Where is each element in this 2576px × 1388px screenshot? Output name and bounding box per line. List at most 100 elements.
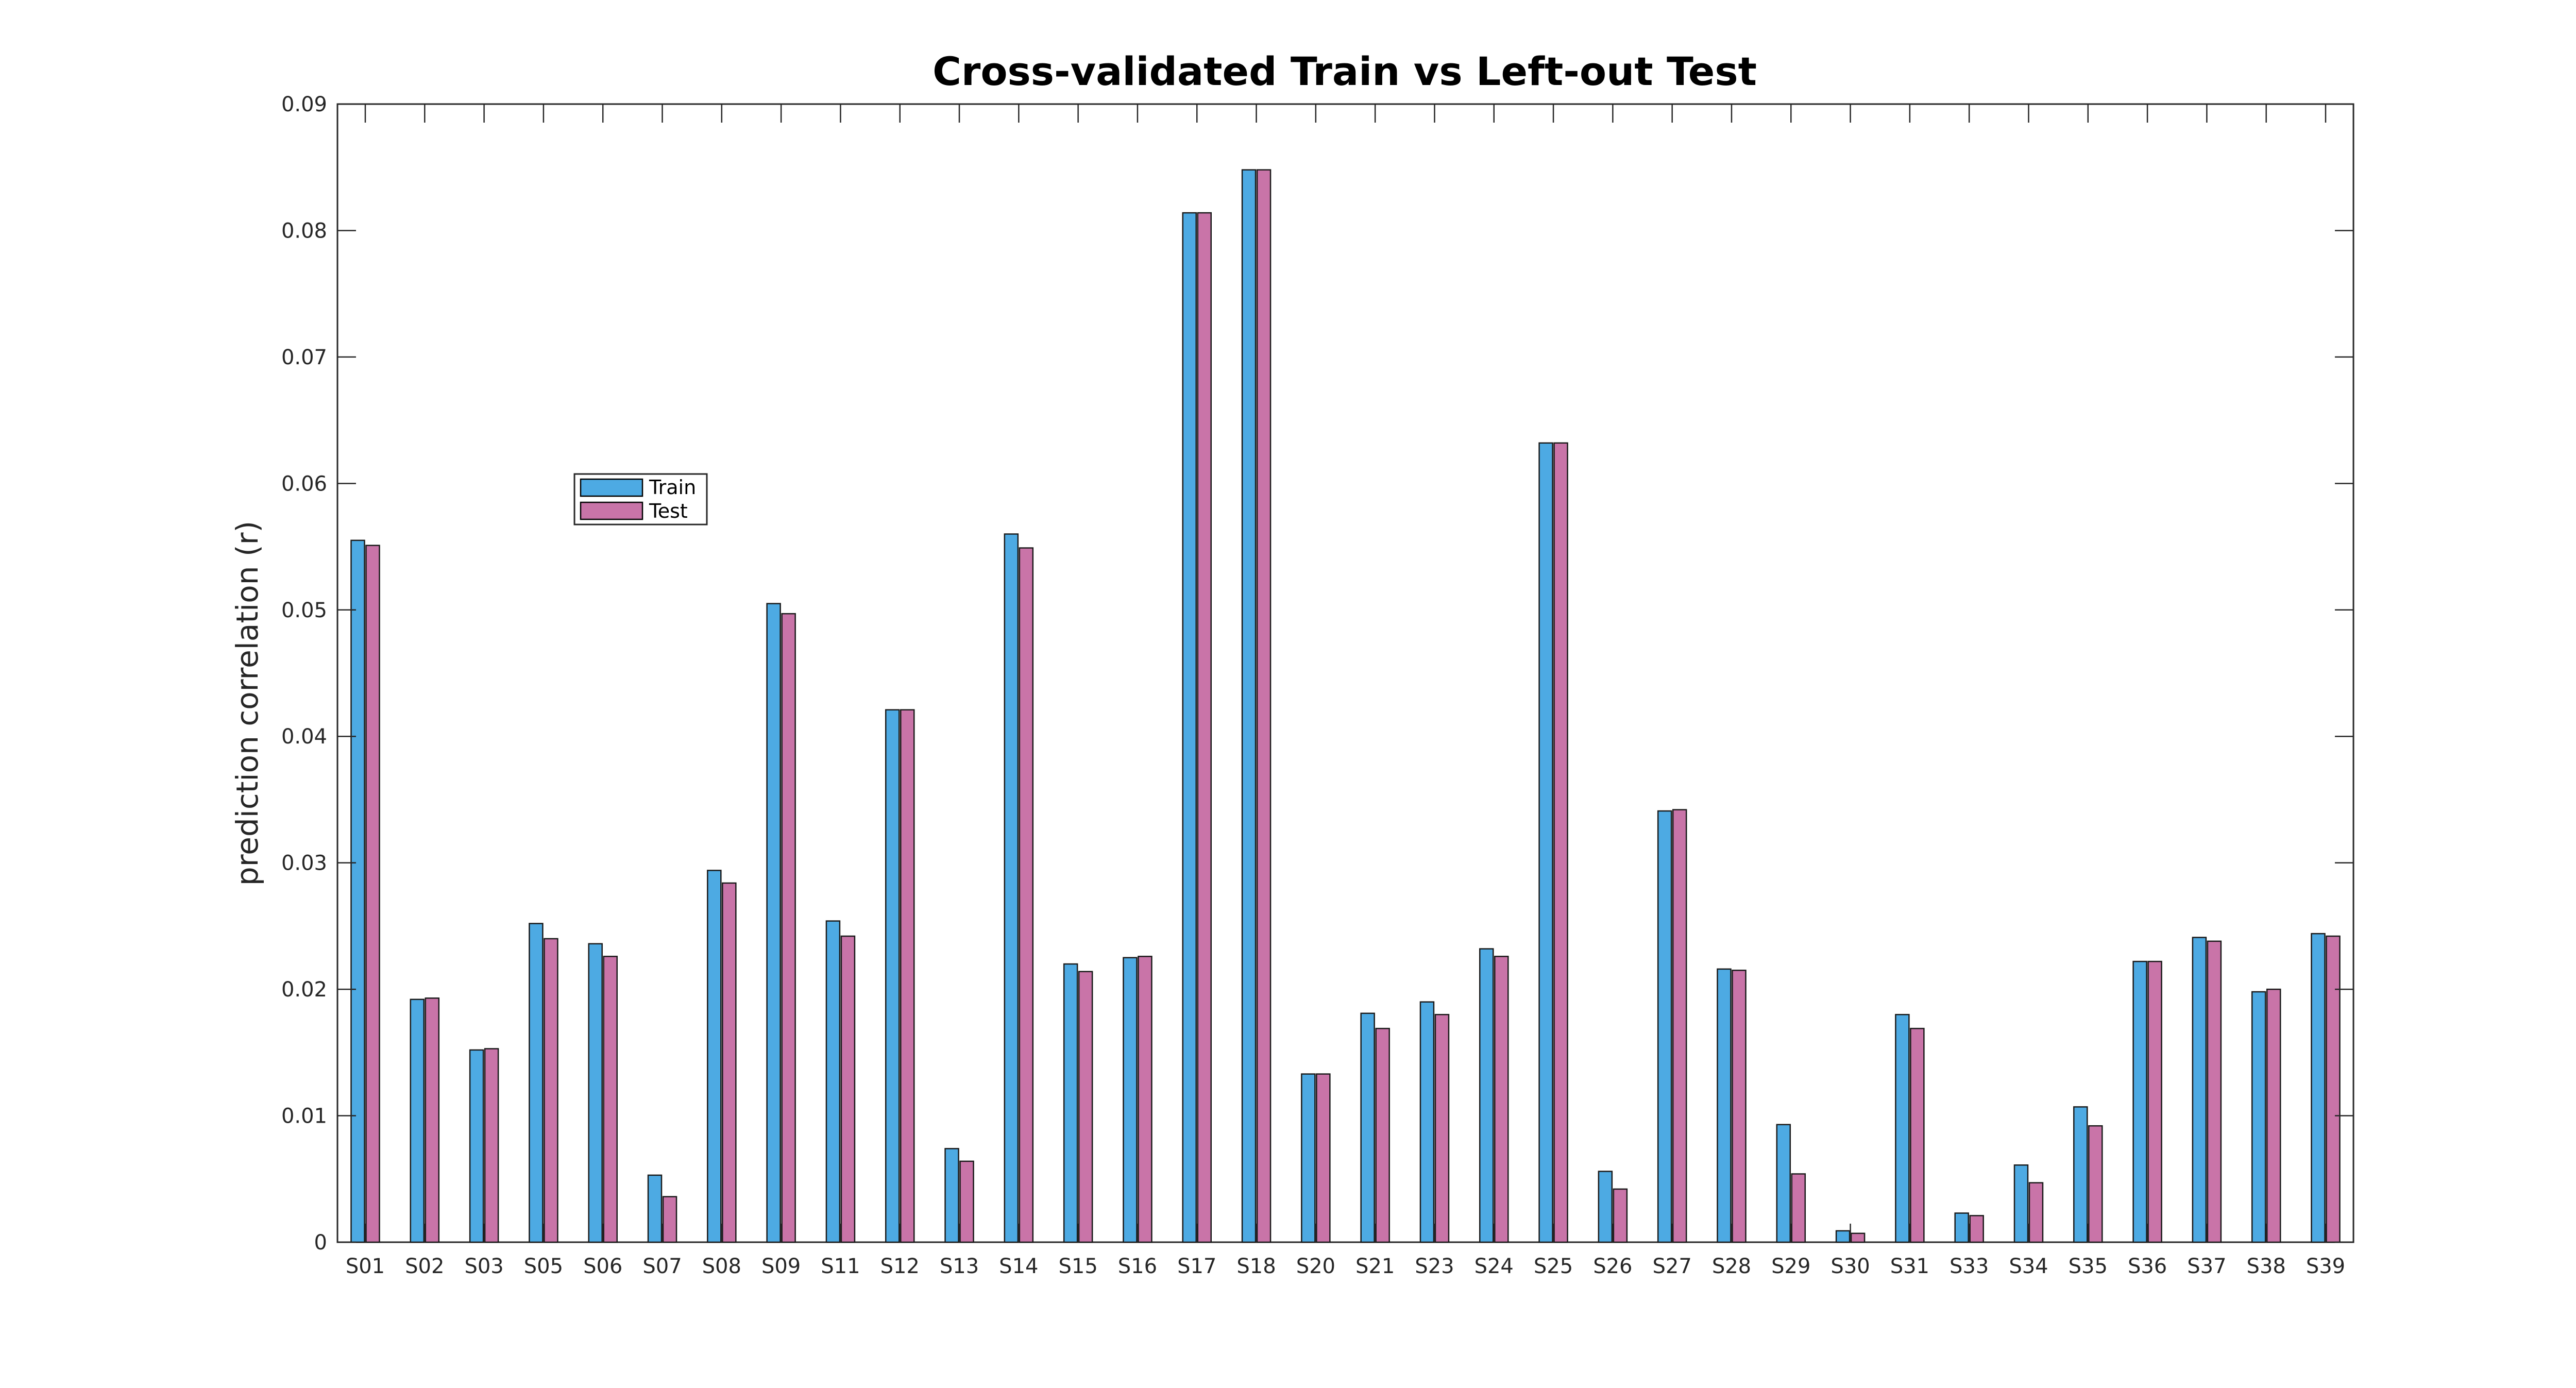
y-tick-label: 0.04 <box>281 725 327 749</box>
x-tick-label: S14 <box>999 1255 1038 1278</box>
bar-train-S34 <box>2013 1164 2029 1243</box>
bar-test-S35 <box>2088 1125 2103 1243</box>
bar-test-S38 <box>2266 988 2281 1243</box>
bar-train-S18 <box>1241 169 1257 1243</box>
bar-train-S05 <box>529 923 544 1243</box>
bar-test-S12 <box>900 709 915 1243</box>
bar-train-S30 <box>1835 1230 1851 1243</box>
x-tick-label: S37 <box>2187 1255 2226 1278</box>
bar-test-S30 <box>1850 1232 1866 1243</box>
x-tick-label: S38 <box>2247 1255 2286 1278</box>
x-tick-label: S21 <box>1355 1255 1395 1278</box>
bar-test-S02 <box>425 997 440 1243</box>
bar-train-S03 <box>469 1049 484 1243</box>
bar-train-S02 <box>410 998 425 1243</box>
bar-series-train <box>350 169 2326 1243</box>
bar-train-S39 <box>2311 933 2326 1243</box>
x-tick-label: S39 <box>2306 1255 2345 1278</box>
x-tick-label: S09 <box>761 1255 801 1278</box>
bar-train-S35 <box>2073 1106 2088 1243</box>
bar-test-S15 <box>1078 971 1093 1243</box>
x-tick-label: S29 <box>1771 1255 1810 1278</box>
bar-test-S01 <box>365 545 380 1243</box>
bar-test-S11 <box>840 935 856 1243</box>
bar-train-S27 <box>1657 810 1672 1243</box>
bar-test-S13 <box>959 1160 974 1243</box>
x-tick-label: S28 <box>1712 1255 1751 1278</box>
bar-train-S11 <box>825 920 841 1243</box>
bar-test-S09 <box>781 613 796 1243</box>
x-tick-label: S26 <box>1593 1255 1632 1278</box>
bar-train-S14 <box>1004 533 1019 1243</box>
bar-test-S18 <box>1256 169 1272 1243</box>
bar-train-S37 <box>2192 937 2207 1243</box>
bar-test-S34 <box>2028 1182 2044 1243</box>
bar-train-S08 <box>707 870 722 1243</box>
x-tick-label: S05 <box>524 1255 563 1278</box>
y-tick-label: 0.05 <box>281 599 327 622</box>
bar-train-S12 <box>885 709 900 1243</box>
bar-train-S01 <box>350 539 365 1243</box>
bar-train-S31 <box>1895 1013 1910 1243</box>
bar-train-S23 <box>1419 1001 1435 1243</box>
legend: Train Test <box>573 473 708 526</box>
x-tick-label: S11 <box>821 1255 860 1278</box>
bar-test-S16 <box>1138 956 1153 1243</box>
bar-test-S36 <box>2147 960 2162 1243</box>
y-tick-label: 0.07 <box>281 346 327 369</box>
plot-area: S01 S02 S03 S05 S06 S07 S08 S09 S11 S12 S13 S14 S15 S… <box>281 93 2354 1278</box>
x-tick-label: S36 <box>2128 1255 2167 1278</box>
bar-series-test <box>365 169 2341 1243</box>
bar-test-S39 <box>2326 935 2341 1243</box>
bar-train-S38 <box>2251 991 2266 1243</box>
y-tick-label: 0.01 <box>281 1105 327 1128</box>
y-axis-ticks: 0 0.01 0.02 0.03 0.04 0.05 0.06 0.07 0.08 0.09 <box>281 93 2353 1255</box>
y-tick-label: 0.08 <box>281 219 327 243</box>
x-tick-label: S06 <box>583 1255 622 1278</box>
bar-test-S06 <box>603 956 618 1243</box>
x-tick-label: S15 <box>1058 1255 1097 1278</box>
x-tick-label: S27 <box>1653 1255 1692 1278</box>
bar-test-S08 <box>722 882 737 1243</box>
x-tick-label: S12 <box>880 1255 920 1278</box>
bar-test-S37 <box>2207 940 2222 1243</box>
x-tick-label: S33 <box>1950 1255 1989 1278</box>
bar-train-S33 <box>1954 1212 1969 1243</box>
legend-label-train: Train <box>649 476 696 499</box>
bar-train-S28 <box>1717 968 1732 1243</box>
bar-test-S20 <box>1316 1073 1331 1243</box>
y-tick-label: 0.03 <box>281 852 327 875</box>
bar-train-S16 <box>1123 957 1138 1243</box>
bar-test-S03 <box>484 1048 499 1243</box>
x-tick-label: S18 <box>1236 1255 1276 1278</box>
y-tick-label: 0.09 <box>281 93 327 116</box>
bar-test-S31 <box>1910 1027 1925 1243</box>
bar-train-S17 <box>1182 212 1197 1243</box>
x-tick-label: S25 <box>1534 1255 1573 1278</box>
bar-train-S13 <box>944 1148 959 1243</box>
legend-label-test: Test <box>649 500 688 522</box>
bar-test-S27 <box>1672 809 1687 1243</box>
bar-test-S24 <box>1494 956 1509 1243</box>
bar-test-S21 <box>1375 1027 1390 1243</box>
bar-test-S26 <box>1613 1188 1628 1243</box>
x-tick-label: S03 <box>464 1255 503 1278</box>
bar-train-S09 <box>766 603 781 1243</box>
x-tick-label: S34 <box>2009 1255 2048 1278</box>
bar-train-S15 <box>1063 963 1078 1243</box>
x-tick-label: S02 <box>405 1255 444 1278</box>
bar-train-S07 <box>647 1174 663 1243</box>
bar-test-S23 <box>1434 1013 1450 1243</box>
bar-train-S29 <box>1776 1124 1791 1243</box>
x-tick-label: S20 <box>1296 1255 1335 1278</box>
x-axis-ticks: S01 S02 S03 S05 S06 S07 S08 S09 S11 S12 S13 S14 S15 S… <box>346 104 2345 1278</box>
bar-test-S25 <box>1553 442 1568 1243</box>
bar-test-S28 <box>1732 970 1747 1243</box>
bar-test-S05 <box>544 938 558 1243</box>
bar-test-S07 <box>662 1196 677 1243</box>
bar-train-S25 <box>1538 442 1553 1243</box>
legend-swatch-test <box>580 501 643 520</box>
x-tick-label: S35 <box>2069 1255 2108 1278</box>
